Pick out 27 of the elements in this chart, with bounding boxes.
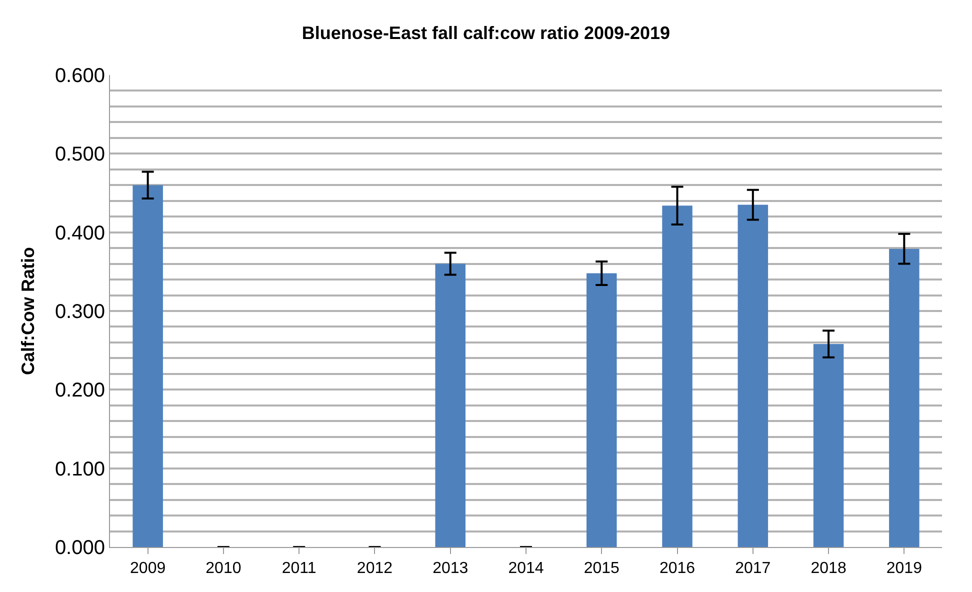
bar <box>586 273 617 547</box>
bar <box>132 185 163 547</box>
y-tick-label: 0.400 <box>54 222 105 244</box>
x-tick-label: 2009 <box>130 560 166 578</box>
x-tick-label: 2016 <box>659 560 696 578</box>
x-tick-label: 2013 <box>432 560 468 578</box>
bar <box>889 248 920 547</box>
x-tick-label: 2019 <box>886 560 922 578</box>
chart-title: Bluenose-East fall calf:cow ratio 2009-2019 <box>302 23 670 44</box>
y-tick-label: 0.600 <box>54 65 105 87</box>
x-tick-label: 2011 <box>282 560 316 578</box>
x-tick-label: 2012 <box>356 560 393 578</box>
bar <box>738 204 768 547</box>
x-tick-label: 2014 <box>508 560 544 578</box>
x-tick-label: 2018 <box>810 560 846 578</box>
x-tick-label: 2015 <box>584 560 620 578</box>
bar <box>662 206 692 547</box>
bar <box>813 344 844 547</box>
x-tick-label: 2017 <box>735 560 771 578</box>
bar <box>435 264 466 547</box>
y-axis-title: Calf:Cow Ratio <box>18 247 38 375</box>
y-tick-label: 0.500 <box>54 144 105 166</box>
y-tick-label: 0.100 <box>54 458 105 480</box>
y-tick-label: 0.000 <box>54 537 105 559</box>
y-tick-label: 0.300 <box>54 301 105 323</box>
y-tick-label: 0.200 <box>54 380 105 402</box>
x-tick-label: 2010 <box>206 560 242 578</box>
